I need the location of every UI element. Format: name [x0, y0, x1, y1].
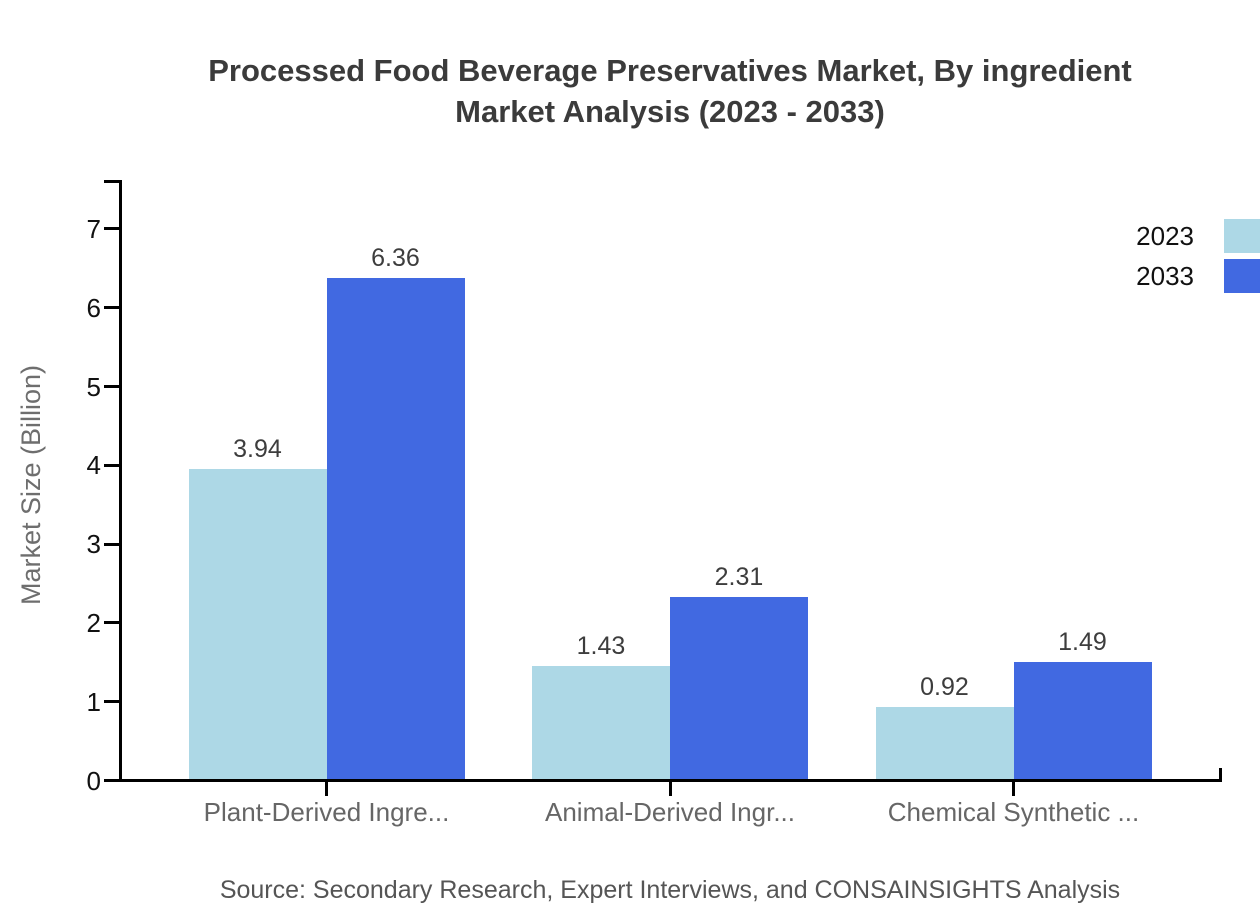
- legend-swatch-2033: [1224, 259, 1260, 293]
- y-tick-3: [104, 542, 120, 546]
- legend: 2023 2033: [1136, 219, 1260, 293]
- x-category-label-2: Chemical Synthetic ...: [887, 797, 1140, 827]
- bar-2023-1[interactable]: [532, 666, 670, 779]
- y-tick-2: [104, 621, 120, 625]
- legend-item-2023[interactable]: 2023: [1136, 219, 1260, 253]
- bar-value-label-2023-1: 1.43: [576, 632, 626, 661]
- x-axis-right-cap: [1219, 768, 1222, 779]
- y-tick-0: [104, 779, 120, 782]
- y-tick-label-5: 5: [86, 371, 101, 402]
- chart-title: Processed Food Beverage Preservatives Ma…: [80, 50, 1260, 132]
- y-tick-label-4: 4: [86, 450, 101, 481]
- chart-title-line-1: Processed Food Beverage Preservatives Ma…: [208, 53, 1132, 88]
- y-tick-label-3: 3: [86, 529, 101, 560]
- y-axis-top-cap: [104, 180, 120, 183]
- y-tick-label-1: 1: [86, 686, 101, 717]
- bar-value-label-2033-2: 1.49: [1058, 627, 1107, 656]
- bar-value-label-2033-1: 2.31: [714, 562, 764, 591]
- y-tick-4: [104, 463, 120, 467]
- x-tick-2: [1012, 782, 1015, 796]
- y-tick-5: [104, 385, 120, 388]
- y-axis-line: [119, 180, 122, 782]
- legend-item-2033[interactable]: 2033: [1136, 259, 1260, 293]
- chart-title-line-2: Market Analysis (2023 - 2033): [455, 94, 885, 129]
- bar-value-label-2023-0: 3.94: [233, 434, 282, 463]
- y-tick-label-2: 2: [86, 607, 101, 638]
- legend-swatch-2023: [1224, 219, 1260, 253]
- bar-2023-0[interactable]: [188, 468, 327, 779]
- bar-2033-2[interactable]: [1013, 661, 1152, 779]
- y-tick-label-7: 7: [86, 213, 101, 244]
- y-tick-1: [104, 700, 120, 704]
- y-tick-6: [104, 306, 120, 310]
- x-axis-line: [119, 779, 1222, 782]
- y-tick-label-6: 6: [86, 292, 101, 323]
- bar-value-label-2023-2: 0.92: [920, 672, 969, 701]
- legend-label-2033: 2033: [1136, 260, 1194, 291]
- x-tick-1: [668, 782, 672, 796]
- bar-value-label-2033-0: 6.36: [371, 243, 420, 272]
- bar-2023-2[interactable]: [875, 706, 1014, 779]
- bar-2033-1[interactable]: [670, 596, 808, 779]
- legend-label-2023: 2023: [1136, 220, 1194, 251]
- y-tick-label-0: 0: [86, 765, 101, 796]
- source-note: Source: Secondary Research, Expert Inter…: [219, 876, 1121, 904]
- bar-2033-0[interactable]: [326, 277, 465, 779]
- x-category-label-0: Plant-Derived Ingre...: [203, 797, 450, 827]
- x-tick-0: [325, 782, 328, 796]
- x-category-label-1: Animal-Derived Ingr...: [545, 797, 795, 827]
- y-tick-7: [104, 227, 120, 231]
